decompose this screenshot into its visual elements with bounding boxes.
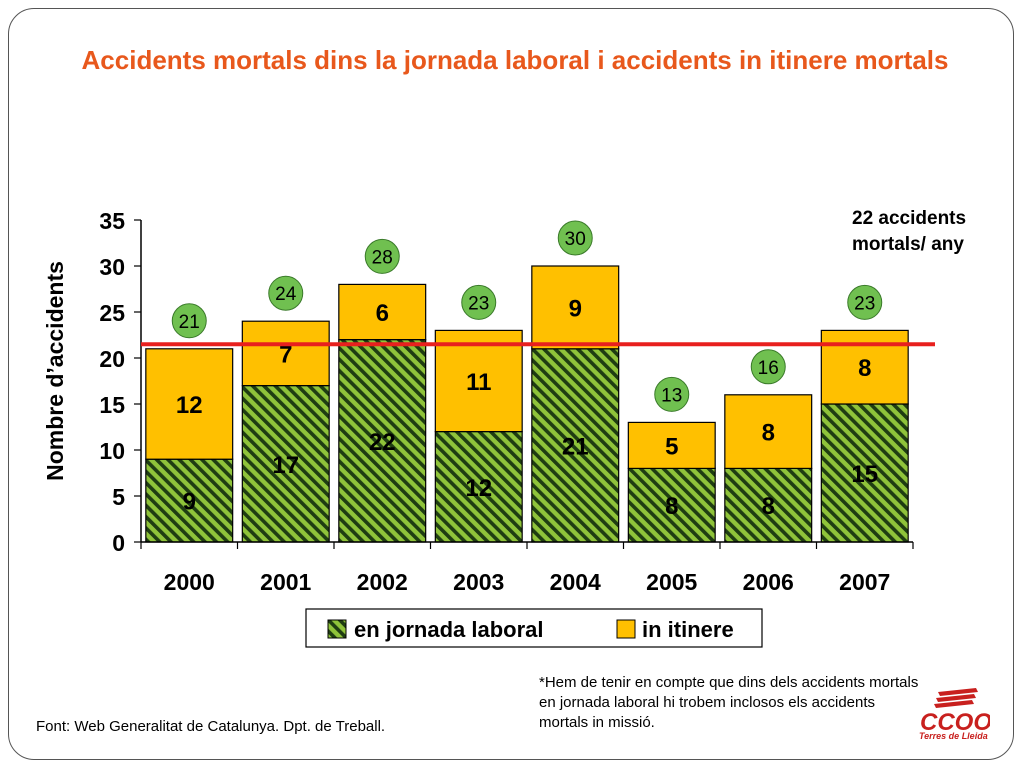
bar-jornada-2005 <box>627 467 716 543</box>
bar-itinere-2002 <box>338 283 427 341</box>
legend-label-jornada: en jornada laboral <box>354 617 544 642</box>
total-bubble-2002 <box>364 238 400 274</box>
total-bubble-2006 <box>750 349 786 385</box>
y-tick-label-0: 0 <box>112 530 125 556</box>
bar-itinere-2003 <box>434 329 523 433</box>
total-label-2002: 28 <box>372 247 393 268</box>
x-tick-label-2001: 2001 <box>260 569 311 595</box>
total-bubble-2005 <box>654 376 690 412</box>
bar-jornada-2002 <box>338 339 427 543</box>
x-tick-label-2005: 2005 <box>646 569 697 595</box>
y-axis-label: Nombre d’accidents <box>42 261 68 481</box>
x-tick-label-2004: 2004 <box>550 569 601 595</box>
bar-itinere-2006 <box>724 394 813 469</box>
data-label-jornada-2007: 15 <box>851 461 878 488</box>
total-label-2006: 16 <box>758 358 779 379</box>
total-bubble-2007 <box>847 284 883 320</box>
y-tick-label-5: 5 <box>112 484 125 510</box>
legend-swatch-itinere <box>616 619 636 639</box>
total-bubble-2003 <box>461 284 497 320</box>
bar-itinere-2004 <box>531 265 620 350</box>
data-label-jornada-2006: 8 <box>762 493 775 520</box>
ccoo-logo: CCOO <box>920 688 990 736</box>
total-bubble-2004 <box>557 220 593 256</box>
logo-text: CCOO <box>920 709 990 736</box>
bar-itinere-2000 <box>145 348 234 460</box>
data-label-jornada-2004: 21 <box>562 433 589 460</box>
total-label-2000: 21 <box>179 312 200 333</box>
total-label-2001: 24 <box>275 284 297 305</box>
total-label-2003: 23 <box>468 293 489 314</box>
data-label-jornada-2000: 9 <box>183 489 196 516</box>
total-label-2005: 13 <box>661 385 682 406</box>
total-bubble-2001 <box>268 275 304 311</box>
x-tick-label-2003: 2003 <box>453 569 504 595</box>
source-text: Font: Web Generalitat de Catalunya. Dpt.… <box>36 718 386 735</box>
bar-itinere-2001 <box>241 320 330 387</box>
footnote: *Hem de tenir en compte que dins dels ac… <box>539 674 919 731</box>
bar-jornada-2001 <box>241 385 330 543</box>
data-label-itinere-2000: 12 <box>176 392 203 419</box>
logo-subtitle: Terres de Lleida <box>919 731 988 741</box>
total-label-2004: 30 <box>565 229 586 250</box>
y-tick-label-15: 15 <box>99 392 125 418</box>
legend-swatch-jornada <box>327 619 347 639</box>
y-tick-label-25: 25 <box>99 300 125 326</box>
bar-jornada-2000 <box>145 458 234 543</box>
data-label-itinere-2001: 7 <box>279 341 292 368</box>
x-tick-label-2007: 2007 <box>839 569 890 595</box>
average-note-line1: 22 accidents <box>852 208 967 229</box>
data-label-itinere-2006: 8 <box>762 420 775 447</box>
bar-itinere-2005 <box>627 421 716 469</box>
data-label-jornada-2005: 8 <box>665 493 678 520</box>
data-label-jornada-2003: 12 <box>465 475 492 502</box>
total-label-2007: 23 <box>854 293 875 314</box>
bar-jornada-2003 <box>434 431 523 543</box>
slide-frame <box>8 8 1014 760</box>
x-tick-label-2000: 2000 <box>164 569 215 595</box>
data-label-itinere-2004: 9 <box>569 295 582 322</box>
x-tick-label-2006: 2006 <box>743 569 794 595</box>
y-tick-label-10: 10 <box>99 438 125 464</box>
legend-label-itinere: in itinere <box>642 617 734 642</box>
chart-title: Accidents mortals dins la jornada labora… <box>81 45 949 75</box>
data-label-jornada-2001: 17 <box>272 452 299 479</box>
bar-jornada-2004 <box>531 348 620 543</box>
data-label-itinere-2007: 8 <box>858 355 871 382</box>
data-label-itinere-2002: 6 <box>376 300 389 327</box>
data-label-jornada-2002: 22 <box>369 429 396 456</box>
average-note-line2: mortals/ any <box>852 234 964 255</box>
y-tick-label-35: 35 <box>99 208 125 234</box>
total-bubble-2000 <box>171 303 207 339</box>
bar-jornada-2007 <box>820 403 909 543</box>
y-tick-label-30: 30 <box>99 254 125 280</box>
legend-box <box>305 608 763 648</box>
data-label-itinere-2005: 5 <box>665 433 678 460</box>
data-label-itinere-2003: 11 <box>466 369 491 396</box>
average-note: 22 accidents mortals/ any <box>852 206 966 258</box>
x-tick-label-2002: 2002 <box>357 569 408 595</box>
y-tick-label-20: 20 <box>99 346 125 372</box>
